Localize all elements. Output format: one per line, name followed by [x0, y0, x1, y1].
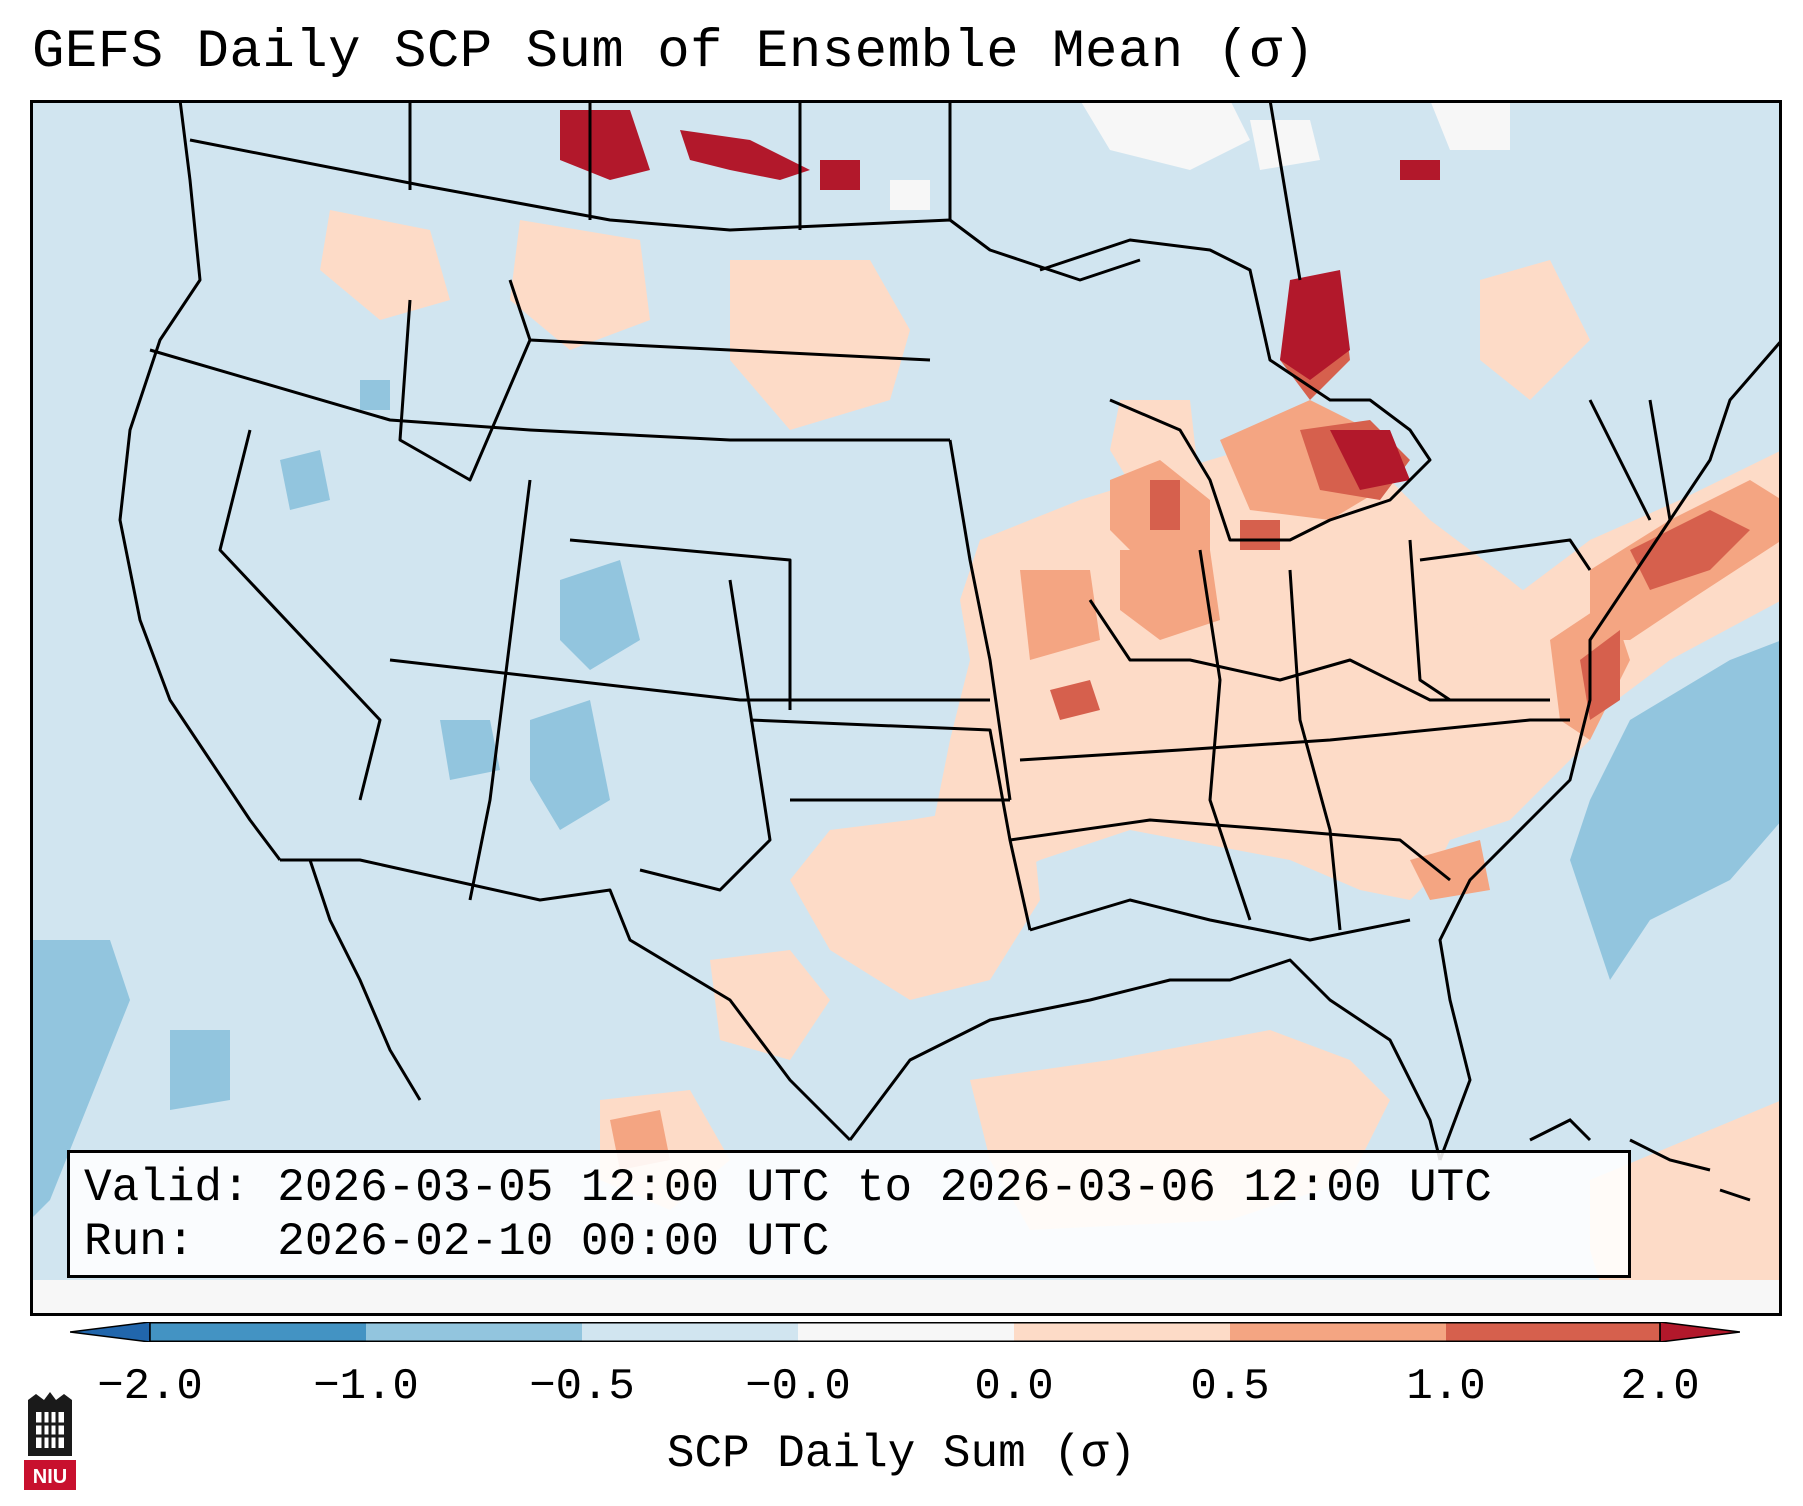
colorbar-tick: 2.0	[1620, 1362, 1700, 1412]
logo-text: NIU	[33, 1466, 67, 1488]
colorbar-tick: −0.5	[529, 1362, 635, 1412]
state-borders	[118, 100, 1782, 1161]
colorbar-bin-3	[582, 1322, 798, 1342]
white-patches	[30, 100, 1782, 1316]
valid-run-info-box: Valid: 2026-03-05 12:00 UTC to 2026-03-0…	[67, 1150, 1631, 1278]
map-title: GEFS Daily SCP Sum of Ensemble Mean (σ)	[32, 22, 1316, 83]
scp-map	[30, 100, 1782, 1316]
baja-coastline	[308, 859, 422, 1101]
run-label: Run:	[84, 1216, 195, 1268]
colorbar-tick: −1.0	[313, 1362, 419, 1412]
colorbar-bin-7	[1446, 1322, 1660, 1342]
colorbar-tick: 1.0	[1406, 1362, 1486, 1412]
colorbar-bin-4	[798, 1322, 1014, 1342]
colorbar-extend-high	[1659, 1322, 1740, 1342]
colorbar-bin-2	[366, 1322, 582, 1342]
colorbar-tick: −0.0	[745, 1362, 851, 1412]
blue-regions	[30, 380, 1782, 1220]
colorbar-bin-6	[1230, 1322, 1446, 1342]
run-row: Run: 2026-02-10 00:00 UTC	[84, 1215, 1614, 1269]
colorbar-tick: 0.5	[1190, 1362, 1270, 1412]
valid-label: Valid:	[84, 1162, 250, 1214]
map-frame	[30, 100, 1782, 1316]
colorbar-label: SCP Daily Sum (σ)	[666, 1428, 1137, 1480]
run-value: 2026-02-10 00:00 UTC	[277, 1216, 830, 1268]
caribbean-islands	[1529, 1118, 1751, 1202]
deep-red-regions	[560, 110, 1440, 490]
valid-row: Valid: 2026-03-05 12:00 UTC to 2026-03-0…	[84, 1161, 1614, 1215]
colorbar-tick: 0.0	[974, 1362, 1054, 1412]
colorbar-extend-low	[70, 1322, 151, 1342]
valid-value: 2026-03-05 12:00 UTC to 2026-03-06 12:00…	[277, 1162, 1492, 1214]
colorbar	[70, 1322, 1740, 1342]
colorbar-bin-5	[1014, 1322, 1230, 1342]
colorbar-bin-1	[150, 1322, 366, 1342]
niu-castle-icon: NIU	[24, 1392, 76, 1490]
colorbar-tick: −2.0	[97, 1362, 203, 1412]
